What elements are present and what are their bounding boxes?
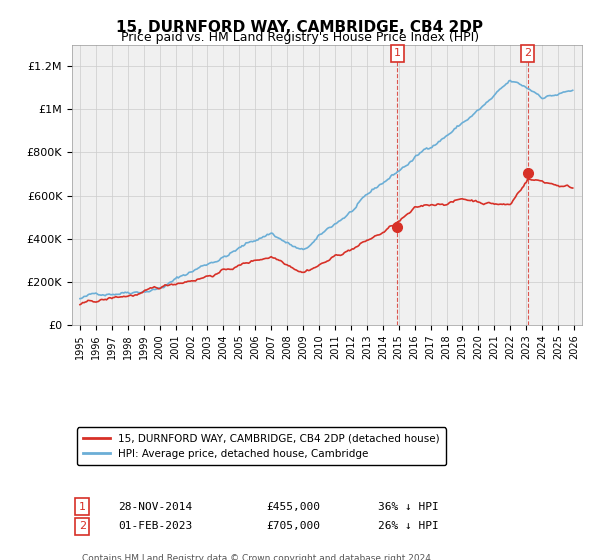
Text: 2: 2 <box>79 521 86 531</box>
Text: 01-FEB-2023: 01-FEB-2023 <box>118 521 192 531</box>
Text: Contains HM Land Registry data © Crown copyright and database right 2024.
This d: Contains HM Land Registry data © Crown c… <box>82 554 434 560</box>
Text: Price paid vs. HM Land Registry's House Price Index (HPI): Price paid vs. HM Land Registry's House … <box>121 31 479 44</box>
Text: 2: 2 <box>524 48 531 58</box>
Text: 15, DURNFORD WAY, CAMBRIDGE, CB4 2DP: 15, DURNFORD WAY, CAMBRIDGE, CB4 2DP <box>116 20 484 35</box>
Text: £705,000: £705,000 <box>266 521 320 531</box>
Text: 28-NOV-2014: 28-NOV-2014 <box>118 502 192 512</box>
Legend: 15, DURNFORD WAY, CAMBRIDGE, CB4 2DP (detached house), HPI: Average price, detac: 15, DURNFORD WAY, CAMBRIDGE, CB4 2DP (de… <box>77 427 446 465</box>
Text: 1: 1 <box>394 48 401 58</box>
Text: 26% ↓ HPI: 26% ↓ HPI <box>378 521 439 531</box>
Text: 36% ↓ HPI: 36% ↓ HPI <box>378 502 439 512</box>
Text: £455,000: £455,000 <box>266 502 320 512</box>
Text: 1: 1 <box>79 502 86 512</box>
